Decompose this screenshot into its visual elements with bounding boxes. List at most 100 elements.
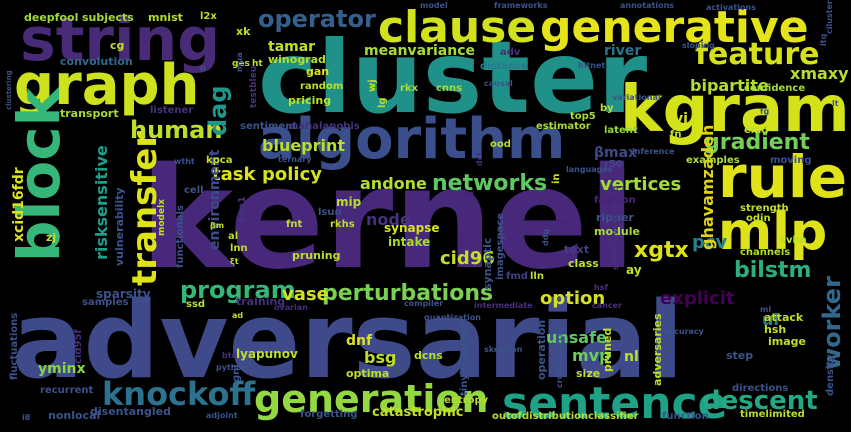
word: transport	[60, 107, 119, 120]
word: training	[236, 295, 286, 308]
word: nl	[624, 349, 639, 365]
word: generation	[254, 377, 489, 421]
word: cancer	[592, 301, 622, 310]
word: algorithm	[258, 107, 566, 172]
word: outofdistribution	[492, 411, 589, 422]
word: tinyimagenet	[459, 320, 470, 396]
word: vi	[674, 111, 688, 127]
word: vertices	[600, 174, 682, 195]
word: ternary	[278, 155, 312, 164]
word: ovarian	[274, 303, 308, 312]
word: strength	[740, 203, 789, 214]
word: intake	[388, 235, 431, 249]
word: languages	[566, 165, 613, 174]
word: ay	[626, 263, 642, 277]
word: ripper	[596, 211, 634, 224]
word: recurrent	[40, 385, 94, 396]
word: andone	[360, 174, 427, 193]
word: ghavamzadeh	[698, 124, 717, 250]
word: dag	[204, 85, 232, 136]
word: perturbations	[322, 281, 494, 306]
word: yminx	[38, 361, 86, 377]
word: ltq	[819, 33, 828, 46]
word: operation	[535, 319, 548, 380]
word: gnl	[231, 364, 242, 382]
word: ciluster	[825, 0, 834, 34]
word: βm	[210, 221, 225, 230]
word: causal	[484, 79, 513, 88]
word: function	[662, 411, 709, 422]
word: clustering	[5, 70, 13, 110]
word: lsun	[318, 207, 342, 218]
word: human	[130, 116, 223, 144]
word: xgtx	[634, 238, 689, 263]
word: mnist	[148, 11, 183, 24]
word: policy	[262, 164, 322, 185]
word: cluster	[258, 19, 648, 136]
word: inference	[632, 147, 675, 156]
word: mahalanobis	[288, 121, 360, 132]
word: blueprint	[262, 136, 346, 155]
word: knockoff	[102, 375, 256, 413]
word: frameworks	[494, 1, 548, 10]
word: model	[420, 1, 448, 10]
word: directions	[732, 383, 789, 394]
word: wj	[367, 79, 378, 92]
word: lg	[377, 97, 388, 108]
word: top5	[570, 111, 596, 122]
word: rkhs	[330, 219, 355, 230]
word: image	[768, 335, 806, 348]
word: explicit	[660, 288, 735, 309]
word: latent	[604, 125, 638, 136]
word: catastrophic	[372, 405, 464, 420]
word: hitnet	[578, 61, 606, 70]
word: bilstm	[734, 258, 812, 283]
word: bsg	[364, 348, 397, 367]
word: al	[228, 231, 239, 242]
word: sloping	[682, 41, 715, 50]
word: subjects	[82, 11, 134, 24]
word: pruning	[292, 249, 341, 262]
word: winograd	[268, 53, 326, 66]
word: in	[551, 173, 562, 184]
word: accuracy	[664, 327, 704, 336]
word: top1	[237, 196, 248, 222]
word: disentangled	[90, 405, 171, 418]
word: estimator	[536, 121, 591, 132]
word: step	[726, 349, 754, 362]
word: module	[594, 225, 640, 238]
word: ui	[762, 310, 779, 329]
word: fashion	[594, 195, 636, 206]
word: cnns	[436, 83, 463, 94]
word: ad	[232, 311, 244, 320]
word: ood	[490, 139, 511, 150]
word: node	[366, 210, 411, 229]
word: operator	[258, 5, 376, 33]
word: emd	[744, 125, 769, 136]
word: class	[568, 257, 599, 270]
word: forgetting	[300, 409, 358, 420]
word: wtht	[174, 157, 195, 166]
word: odin	[746, 213, 771, 224]
word: r50	[604, 159, 623, 170]
word: tamar	[268, 39, 316, 55]
word: quantization	[424, 313, 481, 322]
word: variational	[612, 93, 661, 102]
word: vase	[282, 284, 329, 305]
word: bcn	[556, 217, 577, 228]
word: cid95f	[73, 329, 84, 364]
word: btq	[222, 351, 238, 360]
word: adjoint	[206, 411, 238, 420]
word: risksensitive	[92, 145, 111, 260]
word: by	[600, 103, 614, 114]
word: fn	[670, 129, 682, 140]
word: functionals	[175, 205, 186, 268]
word: optima	[346, 367, 390, 380]
word: bipartite	[690, 76, 769, 95]
word: lyapunov	[236, 347, 298, 361]
word: text	[564, 243, 590, 256]
word: xk	[236, 25, 251, 38]
word: imagespace	[495, 212, 506, 280]
word: testbleu	[249, 65, 259, 108]
